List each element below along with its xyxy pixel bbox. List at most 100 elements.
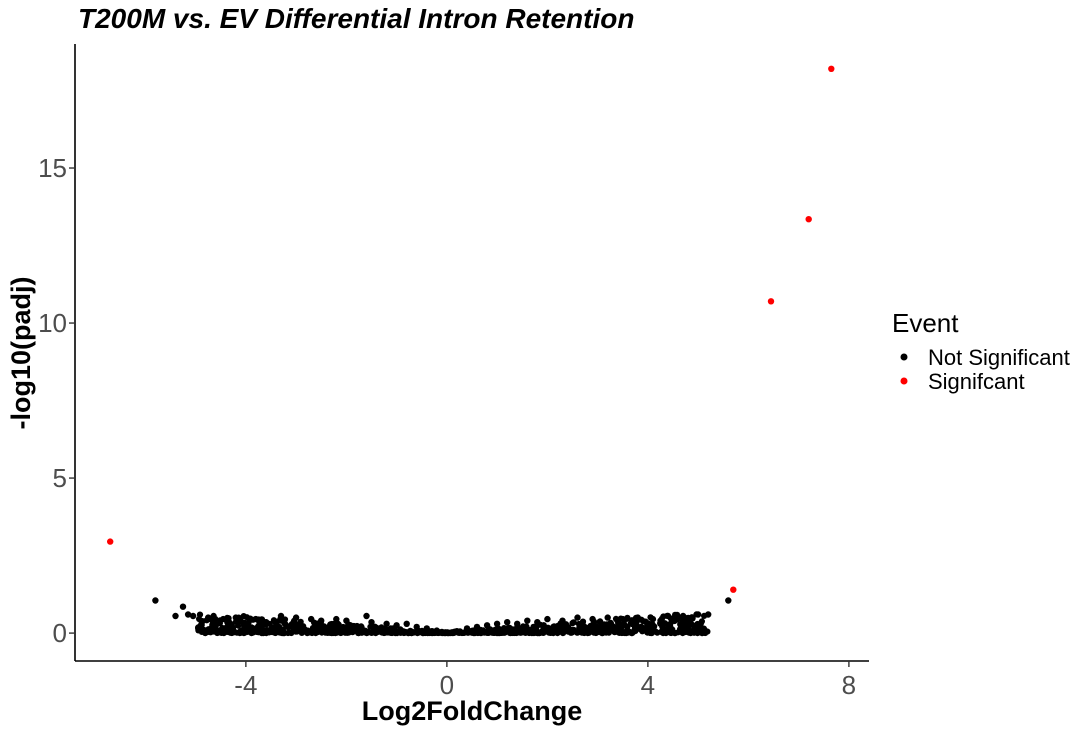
nonsignificant-point [524,617,531,624]
band-point [690,627,698,634]
band-point [301,626,308,633]
x-tick-label: 8 [842,670,856,700]
band-point [317,627,324,634]
nonsignificant-point [363,612,370,620]
band-point [674,616,681,623]
band-point [223,624,230,631]
band-point [677,627,684,634]
band-point [473,629,480,636]
band-point [449,629,456,636]
band-point [500,625,508,632]
band-point [313,620,320,627]
nonsignificant-point [574,614,581,621]
band-point [224,614,231,622]
band-point [668,629,675,637]
band-point [660,613,667,620]
nonsignificant-point [725,597,732,604]
data-points [107,65,835,636]
band-point [287,629,294,636]
band-point [466,628,473,635]
band-point [337,627,344,635]
band-point [243,614,250,621]
band-point [648,630,655,637]
dense-band [195,611,711,637]
band-point [537,621,544,628]
nonsignificant-point [504,619,511,626]
band-point [514,623,521,630]
band-point [330,628,337,636]
band-point [248,624,255,631]
band-point [404,629,411,636]
band-point [511,629,518,636]
band-point [358,624,365,631]
nonsignificant-point [544,615,551,623]
band-point [308,629,316,637]
band-point [240,629,247,636]
band-point [562,627,569,635]
legend-key [900,353,908,361]
band-point [580,623,588,630]
band-point [501,629,508,636]
chart-title: T200M vs. EV Differential Intron Retenti… [78,3,634,34]
band-point [554,622,562,630]
nonsignificant-point [604,614,611,621]
band-point [258,623,265,630]
significant-point [107,538,114,545]
band-point [612,627,619,634]
band-point [325,624,332,631]
band-point [629,621,637,628]
y-tick-label: 5 [53,463,67,493]
band-point [273,628,280,635]
x-tick-label: 4 [641,670,655,700]
y-tick-label: 15 [38,153,67,183]
band-point [203,627,210,634]
nonsignificant-point [172,612,179,620]
band-point [631,627,638,634]
band-point [255,616,262,623]
x-axis-ticks: -4 0 4 8 [234,661,856,700]
band-point [694,620,701,628]
band-point [283,622,290,629]
y-axis-ticks: 0 5 10 15 [38,153,75,648]
x-axis-title: Log2FoldChange [362,696,582,726]
band-point [621,629,628,637]
band-point [560,621,567,629]
band-point [672,611,679,618]
band-point [426,629,433,637]
band-point [277,617,284,624]
band-point [701,612,708,620]
nonsignificant-point [184,611,192,618]
y-tick-label: 0 [53,618,67,648]
significant-point [828,65,835,73]
band-point [237,618,244,625]
band-point [582,628,590,635]
band-point [295,626,302,633]
band-point [689,615,696,622]
band-point [383,626,390,633]
band-point [642,618,649,625]
band-point [587,622,594,629]
band-point [555,628,562,635]
band-point [548,629,555,636]
y-axis-title: -log10(padj) [6,277,36,430]
significant-point [767,298,775,305]
nonsignificant-point [179,603,187,610]
band-point [371,627,378,634]
band-point [209,618,217,625]
nonsignificant-point [189,612,197,620]
band-point [693,611,700,618]
band-point [214,628,222,636]
band-point [415,627,422,635]
band-point [617,621,624,629]
nonsignificant-point [403,620,410,627]
significant-point [730,586,737,593]
significant-point [805,216,812,223]
nonsignificant-point [383,620,390,627]
x-tick-label: -4 [234,670,257,700]
nonsignificant-point [152,597,159,604]
band-point [378,628,385,636]
band-point [526,629,533,637]
band-point [667,620,674,628]
